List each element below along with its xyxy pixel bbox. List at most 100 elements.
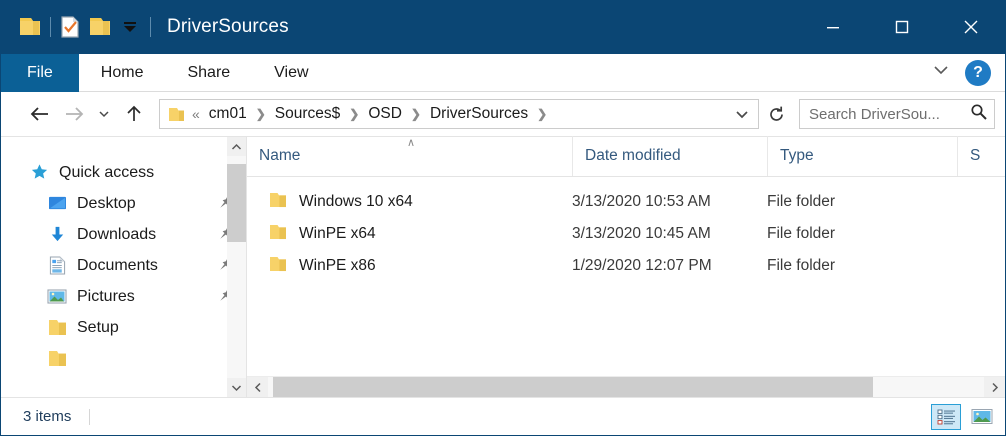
file-name-label: WinPE x86 xyxy=(299,257,376,274)
table-row[interactable]: WinPE x64 3/13/2020 10:45 AM File folder xyxy=(247,218,1005,250)
search-placeholder: Search DriverSou... xyxy=(809,105,940,123)
scrollbar-thumb[interactable] xyxy=(273,377,873,397)
ribbon-tabs: File Home Share View ? xyxy=(1,54,1005,92)
folder-icon xyxy=(269,224,287,245)
sidebar-item-desktop[interactable]: Desktop xyxy=(1,188,246,219)
table-row[interactable]: WinPE x86 1/29/2020 12:07 PM File folder xyxy=(247,250,1005,282)
help-icon[interactable]: ? xyxy=(965,59,991,86)
recent-locations-icon[interactable] xyxy=(91,97,117,131)
scrollbar-track[interactable] xyxy=(268,377,984,397)
breadcrumb-separator-icon-3[interactable]: ❯ xyxy=(410,107,421,121)
sidebar-label-desktop: Desktop xyxy=(77,194,136,212)
item-count-label: 3 items xyxy=(23,408,72,425)
file-name-cell[interactable]: Windows 10 x64 xyxy=(247,192,572,213)
file-name-cell[interactable]: WinPE x64 xyxy=(247,224,572,245)
navigation-pane: Quick access Desktop xyxy=(1,137,247,397)
downloads-icon xyxy=(47,225,67,245)
file-name-label: WinPE x64 xyxy=(299,225,376,242)
scroll-right-icon[interactable] xyxy=(984,377,1005,397)
scrollbar-track[interactable] xyxy=(227,156,246,378)
scrollbar-thumb[interactable] xyxy=(227,164,246,242)
file-type-cell: File folder xyxy=(767,225,836,242)
column-header-size-label: S xyxy=(970,147,981,164)
refresh-button[interactable] xyxy=(761,99,791,129)
quick-access-toolbar xyxy=(1,0,155,54)
breadcrumb-separator-icon-1[interactable]: ❯ xyxy=(255,107,266,121)
maximize-button[interactable] xyxy=(867,0,936,54)
scroll-up-icon[interactable] xyxy=(227,137,246,156)
breadcrumb-dropdown-icon[interactable] xyxy=(728,108,756,120)
sidebar-item-partial[interactable] xyxy=(1,343,246,374)
file-name-cell[interactable]: WinPE x86 xyxy=(247,256,572,277)
column-header-date-modified[interactable]: Date modified xyxy=(572,136,767,176)
status-separator xyxy=(89,408,91,425)
back-button[interactable] xyxy=(23,97,57,131)
large-icons-view-button[interactable] xyxy=(967,404,997,430)
folder-icon xyxy=(269,192,287,213)
folder-icon xyxy=(47,349,67,369)
file-list-horizontal-scrollbar[interactable] xyxy=(247,376,1005,397)
folder-icon xyxy=(47,318,67,338)
column-header-name[interactable]: ∧ Name xyxy=(247,136,572,176)
table-row[interactable]: Windows 10 x64 3/13/2020 10:53 AM File f… xyxy=(247,186,1005,218)
title-bar: DriverSources xyxy=(1,0,1005,54)
minimize-button[interactable] xyxy=(798,0,867,54)
search-input[interactable]: Search DriverSou... xyxy=(799,99,995,129)
view-toggle-group xyxy=(931,403,997,430)
documents-icon xyxy=(47,256,67,276)
window-body: Quick access Desktop xyxy=(1,136,1005,397)
close-button[interactable] xyxy=(936,0,1005,54)
breadcrumb-folder-icon xyxy=(168,107,185,122)
column-header-type[interactable]: Type xyxy=(767,136,957,176)
properties-icon[interactable] xyxy=(55,0,85,54)
sidebar-item-setup[interactable]: Setup xyxy=(1,312,246,343)
column-header-size[interactable]: S xyxy=(957,136,1005,176)
chevron-down-icon[interactable] xyxy=(931,63,951,82)
breadcrumb-item-cm01[interactable]: cm01 xyxy=(208,105,247,122)
file-rows: Windows 10 x64 3/13/2020 10:53 AM File f… xyxy=(247,177,1005,376)
scroll-left-icon[interactable] xyxy=(247,377,268,397)
sidebar-item-documents[interactable]: Documents xyxy=(1,250,246,281)
star-icon xyxy=(29,163,49,183)
file-name-label: Windows 10 x64 xyxy=(299,193,413,210)
sidebar-item-pictures[interactable]: Pictures xyxy=(1,281,246,312)
pictures-icon xyxy=(47,287,67,307)
qat-separator-1 xyxy=(45,16,55,38)
window-controls xyxy=(798,0,1005,54)
breadcrumb-separator-icon-4[interactable]: ❯ xyxy=(537,107,548,121)
customize-dropdown-icon[interactable] xyxy=(115,0,145,54)
file-date-cell: 3/13/2020 10:45 AM xyxy=(572,225,711,242)
sidebar-item-quick-access[interactable]: Quick access xyxy=(1,157,246,188)
sidebar-label-documents: Documents xyxy=(77,256,158,274)
details-view-button[interactable] xyxy=(931,403,961,430)
file-type-cell: File folder xyxy=(767,193,836,210)
folder-icon[interactable] xyxy=(15,0,45,54)
sidebar-label-quick-access: Quick access xyxy=(59,163,155,181)
sidebar-label-pictures: Pictures xyxy=(77,287,135,305)
tab-home[interactable]: Home xyxy=(100,64,144,81)
sidebar-label-downloads: Downloads xyxy=(77,225,157,243)
breadcrumb-item-osd[interactable]: OSD xyxy=(368,105,402,122)
search-icon[interactable] xyxy=(970,103,987,125)
breadcrumb[interactable]: « cm01 ❯ Sources$ ❯ OSD ❯ DriverSources … xyxy=(159,99,759,129)
breadcrumb-item-driversources[interactable]: DriverSources xyxy=(429,105,529,122)
up-button[interactable] xyxy=(117,97,151,131)
navigation-pane-scrollbar[interactable] xyxy=(227,137,246,397)
tab-share[interactable]: Share xyxy=(187,64,231,81)
file-type-cell: File folder xyxy=(767,257,836,274)
tab-view[interactable]: View xyxy=(274,64,309,81)
sidebar-item-downloads[interactable]: Downloads xyxy=(1,219,246,250)
scroll-down-icon[interactable] xyxy=(227,378,246,397)
column-header-date-label: Date modified xyxy=(585,147,681,164)
qat-separator-2 xyxy=(145,16,155,38)
sort-ascending-icon: ∧ xyxy=(407,137,416,149)
breadcrumb-item-sources[interactable]: Sources$ xyxy=(274,105,341,122)
forward-button xyxy=(57,97,91,131)
breadcrumb-separator-icon-2[interactable]: ❯ xyxy=(349,107,360,121)
breadcrumb-overflow[interactable]: « xyxy=(192,106,200,122)
tab-file[interactable]: File xyxy=(1,54,79,92)
address-bar: « cm01 ❯ Sources$ ❯ OSD ❯ DriverSources … xyxy=(1,92,1005,136)
new-folder-icon[interactable] xyxy=(85,0,115,54)
column-headers: ∧ Name Date modified Type S xyxy=(247,136,1005,177)
